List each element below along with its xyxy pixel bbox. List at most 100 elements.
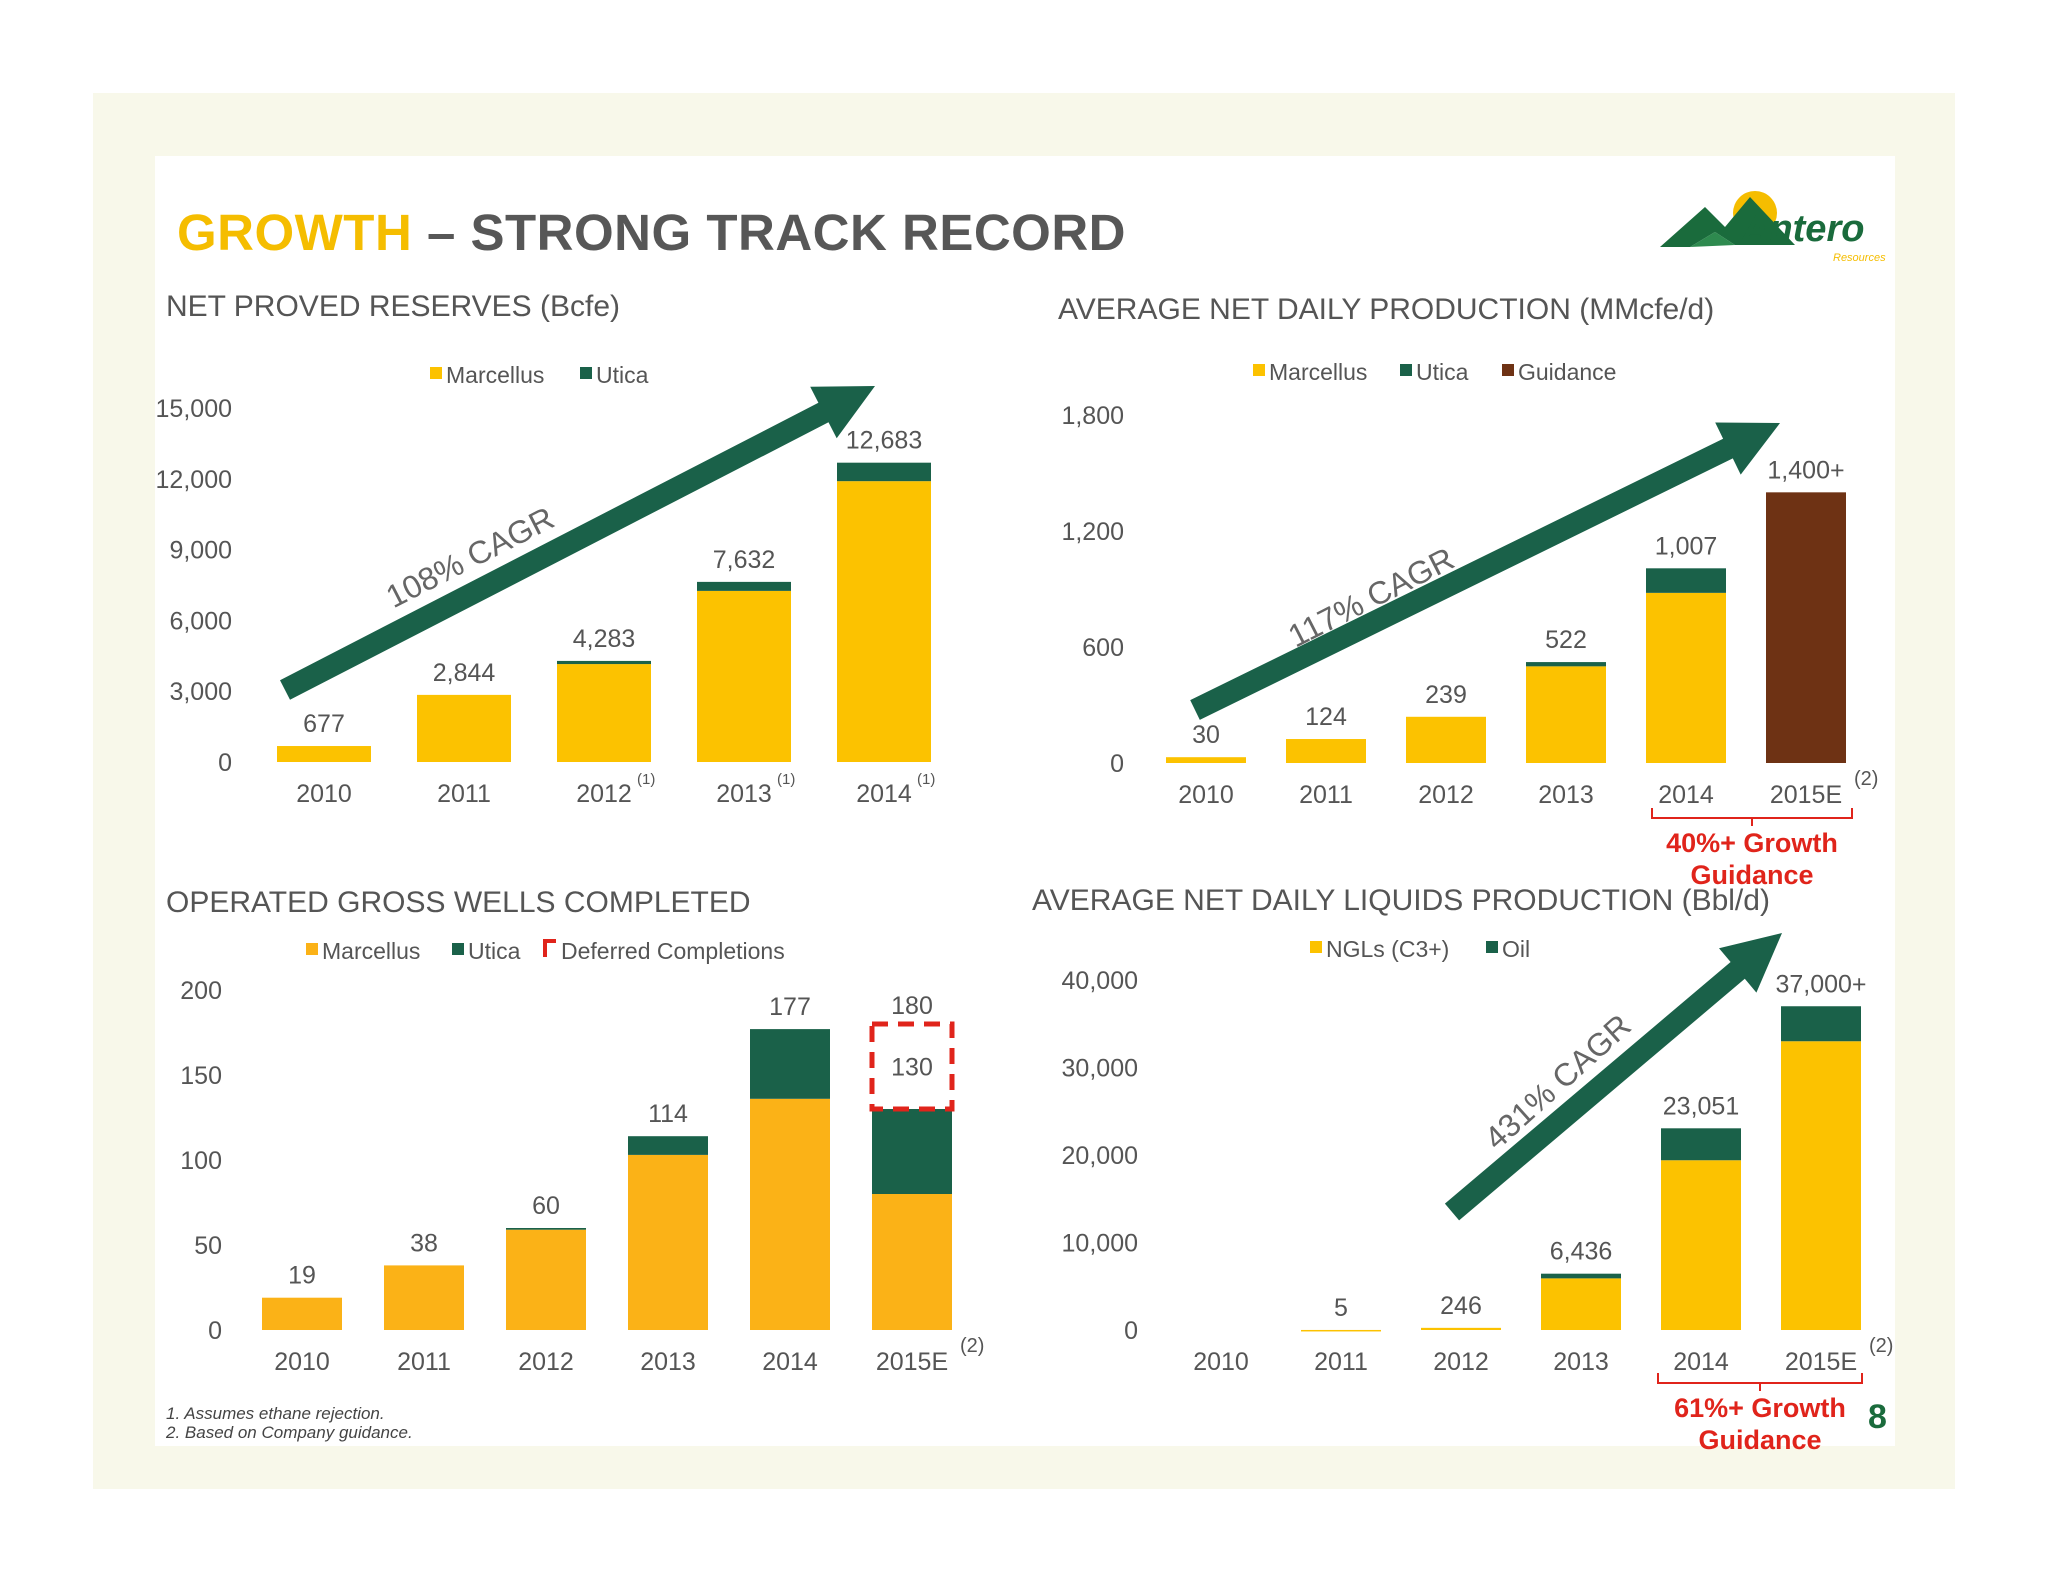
x-tick-label: 2012 — [1418, 781, 1474, 809]
y-tick-label: 50 — [194, 1232, 222, 1260]
x-tick-label: 2010 — [1193, 1348, 1249, 1376]
bar-marcellus — [262, 1297, 342, 1330]
data-label: 1,400+ — [1767, 456, 1844, 484]
x-tick-label: 2013 — [716, 780, 772, 808]
data-label: 19 — [288, 1262, 316, 1290]
bar-marcellus — [277, 746, 371, 762]
data-label: 177 — [769, 993, 811, 1021]
legend-swatch-utica — [1400, 364, 1412, 376]
bar-utica — [750, 1029, 830, 1099]
legend-swatch-deferred — [543, 939, 556, 957]
chart-title: NET PROVED RESERVES (Bcfe) — [166, 290, 620, 323]
legend-swatch-marcellus — [1253, 364, 1265, 376]
legend-label: Guidance — [1518, 359, 1616, 385]
legend-label: Utica — [1416, 359, 1469, 385]
x-tick-label: 2015E — [1770, 781, 1842, 809]
chart-average-net-daily-production: AVERAGE NET DAILY PRODUCTION (MMcfe/d) Ma… — [1058, 293, 1878, 890]
chart-title: AVERAGE NET DAILY PRODUCTION (MMcfe/d) — [1058, 293, 1714, 326]
x-tick-label: 2010 — [296, 780, 352, 808]
x-tick-label: 2010 — [274, 1348, 330, 1376]
data-label: 1,007 — [1655, 532, 1718, 560]
bar-ngls-c3- — [1421, 1327, 1501, 1330]
page-number: 8 — [1868, 1398, 1887, 1436]
x-tick-footnote: (2) — [960, 1335, 984, 1357]
footnote-2: 2. Based on Company guidance. — [166, 1423, 413, 1442]
x-tick-label: 2012 — [518, 1348, 574, 1376]
data-label: 124 — [1305, 703, 1347, 731]
bar-oil — [1661, 1128, 1741, 1161]
data-label: 522 — [1545, 626, 1587, 654]
bar-marcellus — [1526, 666, 1606, 763]
legend-swatch-utica — [580, 367, 592, 379]
bar-utica — [697, 581, 791, 591]
data-label: 677 — [303, 710, 345, 738]
data-label: 30 — [1192, 721, 1220, 749]
x-tick-footnote: (2) — [1854, 768, 1878, 790]
y-tick-label: 6,000 — [169, 607, 232, 635]
bar-utica — [557, 660, 651, 665]
data-label: 7,632 — [713, 546, 776, 574]
y-tick-label: 12,000 — [156, 466, 232, 494]
guidance-bracket — [1651, 808, 1853, 826]
bar-utica — [1526, 662, 1606, 667]
x-tick-label: 2011 — [397, 1348, 451, 1376]
bar-marcellus — [1286, 739, 1366, 763]
bar-marcellus — [750, 1098, 830, 1330]
chart-title: AVERAGE NET DAILY LIQUIDS PRODUCTION (Bb… — [1032, 884, 1770, 917]
bar-utica — [872, 1109, 952, 1194]
x-tick-label: 2014 — [762, 1348, 818, 1376]
bar-ngls-c3- — [1541, 1278, 1621, 1330]
y-tick-label: 150 — [180, 1062, 222, 1090]
y-tick-label: 0 — [218, 749, 232, 777]
legend-label: NGLs (C3+) — [1326, 936, 1449, 962]
y-tick-label: 1,800 — [1061, 402, 1124, 430]
logo-text: Antero — [1742, 208, 1865, 250]
page-title: GROWTH – STRONG TRACK RECORD — [177, 203, 1126, 262]
bar-utica — [837, 462, 931, 482]
y-tick-label: 3,000 — [169, 678, 232, 706]
x-tick-label: 2013 — [1553, 1348, 1609, 1376]
x-tick-label: 2011 — [1299, 781, 1353, 809]
bar-marcellus — [1646, 592, 1726, 763]
bar-oil — [1541, 1273, 1621, 1279]
cagr-arrow — [1190, 422, 1780, 720]
bar-marcellus — [1166, 757, 1246, 763]
legend-label: Marcellus — [322, 938, 420, 964]
bar-ngls-c3- — [1661, 1160, 1741, 1330]
guidance-note-line2: Guidance — [1690, 860, 1813, 890]
x-tick-label: 2013 — [640, 1348, 696, 1376]
deferred-label: 130 — [891, 1054, 933, 1082]
chart-title: OPERATED GROSS WELLS COMPLETED — [166, 886, 751, 919]
bar-oil — [1781, 1006, 1861, 1042]
x-tick-label: 2011 — [1314, 1348, 1368, 1376]
legend-label: Utica — [596, 362, 649, 388]
legend-swatch-ngls-c3- — [1310, 941, 1322, 953]
data-label: 5 — [1334, 1294, 1348, 1322]
data-label: 246 — [1440, 1292, 1482, 1320]
legend-swatch-marcellus — [306, 943, 318, 955]
legend-swatch-oil — [1486, 941, 1498, 953]
chart-operated-gross-wells: OPERATED GROSS WELLS COMPLETED Marcellus U… — [166, 886, 984, 1376]
bar-marcellus — [417, 694, 511, 762]
data-label: 2,844 — [433, 659, 496, 687]
cagr-arrow — [1444, 933, 1782, 1221]
x-tick-label: 2012 — [576, 780, 632, 808]
data-label: 60 — [532, 1192, 560, 1220]
bar-marcellus — [697, 590, 791, 762]
y-tick-label: 10,000 — [1062, 1230, 1138, 1258]
legend-label: Oil — [1502, 936, 1530, 962]
logo-subtext: Resources — [1833, 252, 1886, 264]
guidance-note-line2: Guidance — [1698, 1425, 1821, 1455]
bar-marcellus — [628, 1154, 708, 1330]
title-rest: – STRONG TRACK RECORD — [412, 204, 1126, 261]
y-tick-label: 200 — [180, 977, 222, 1005]
y-tick-label: 600 — [1082, 634, 1124, 662]
bar-marcellus — [557, 664, 651, 762]
data-label: 12,683 — [846, 427, 922, 455]
data-label: 38 — [410, 1229, 438, 1257]
bar-utica — [1646, 568, 1726, 593]
x-tick-label: 2012 — [1433, 1348, 1489, 1376]
x-tick-label: 2015E — [1785, 1348, 1857, 1376]
legend-label: Deferred Completions — [561, 938, 785, 964]
y-tick-label: 9,000 — [169, 537, 232, 565]
